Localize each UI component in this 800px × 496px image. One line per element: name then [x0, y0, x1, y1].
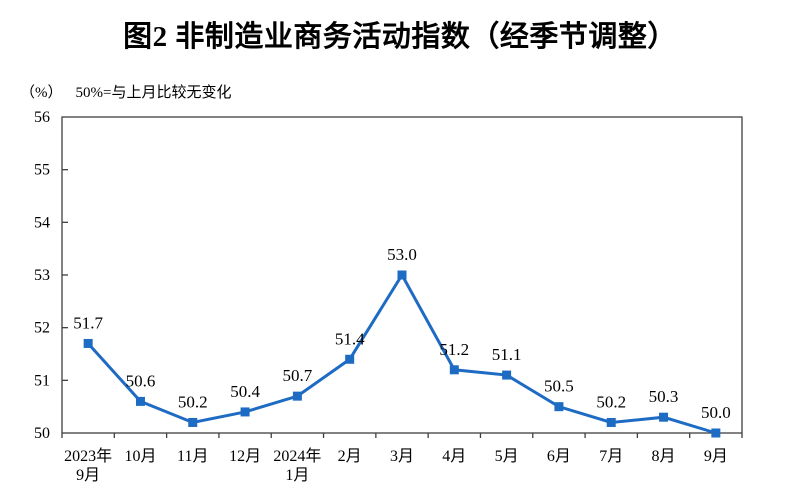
- x-axis-label: 9月: [76, 467, 100, 484]
- data-label: 51.1: [492, 345, 522, 364]
- data-marker: [659, 412, 669, 422]
- y-tick-label: 56: [34, 109, 50, 126]
- x-axis-label: 9月: [704, 448, 728, 465]
- x-axis-label: 11月: [177, 448, 208, 465]
- y-tick-label: 51: [34, 372, 50, 389]
- data-marker: [188, 417, 198, 427]
- x-axis-label: 12月: [229, 448, 261, 465]
- x-axis-label: 3月: [390, 448, 414, 465]
- data-marker: [292, 391, 302, 401]
- x-axis-label: 2月: [338, 448, 362, 465]
- y-axis-unit-label: （%）: [20, 85, 63, 101]
- data-label: 50.7: [283, 366, 313, 385]
- data-marker: [711, 428, 721, 438]
- data-marker: [397, 270, 407, 280]
- data-label: 53.0: [387, 245, 417, 264]
- data-marker: [345, 354, 355, 364]
- data-marker: [83, 338, 93, 348]
- y-tick-label: 55: [34, 162, 50, 179]
- y-tick-label: 54: [34, 214, 50, 231]
- data-label: 51.2: [439, 340, 469, 359]
- x-axis-label: 7月: [599, 448, 623, 465]
- x-axis-label: 8月: [652, 448, 676, 465]
- y-tick-label: 50: [34, 425, 50, 442]
- data-label: 50.4: [230, 382, 260, 401]
- data-label: 51.4: [335, 329, 365, 348]
- data-label: 51.7: [73, 313, 103, 332]
- data-marker: [606, 417, 616, 427]
- data-marker: [135, 396, 145, 406]
- data-label: 50.3: [649, 387, 679, 406]
- x-axis-label: 2023年: [64, 447, 112, 465]
- data-label: 50.5: [544, 377, 574, 396]
- x-axis-label: 2024年: [273, 447, 321, 465]
- x-axis-label: 1月: [285, 467, 309, 484]
- data-label: 50.2: [596, 392, 626, 411]
- data-label: 50.2: [178, 392, 208, 411]
- chart-title: 图2 非制造业商务活动指数（经季节调整）: [123, 21, 677, 53]
- data-marker: [449, 365, 459, 375]
- x-axis-label: 10月: [124, 448, 156, 465]
- x-axis-label: 6月: [547, 448, 571, 465]
- data-label: 50.6: [126, 371, 156, 390]
- y-tick-label: 52: [34, 320, 50, 337]
- data-marker: [554, 402, 564, 412]
- data-marker: [240, 407, 250, 417]
- axis-note-row: （%） 50%=与上月比较无变化: [20, 81, 231, 102]
- reference-note: 50%=与上月比较无变化: [75, 85, 232, 101]
- x-axis-label: 5月: [495, 448, 519, 465]
- data-marker: [502, 370, 512, 380]
- x-axis-label: 4月: [442, 448, 466, 465]
- data-label: 50.0: [701, 403, 731, 422]
- y-tick-label: 53: [34, 267, 50, 284]
